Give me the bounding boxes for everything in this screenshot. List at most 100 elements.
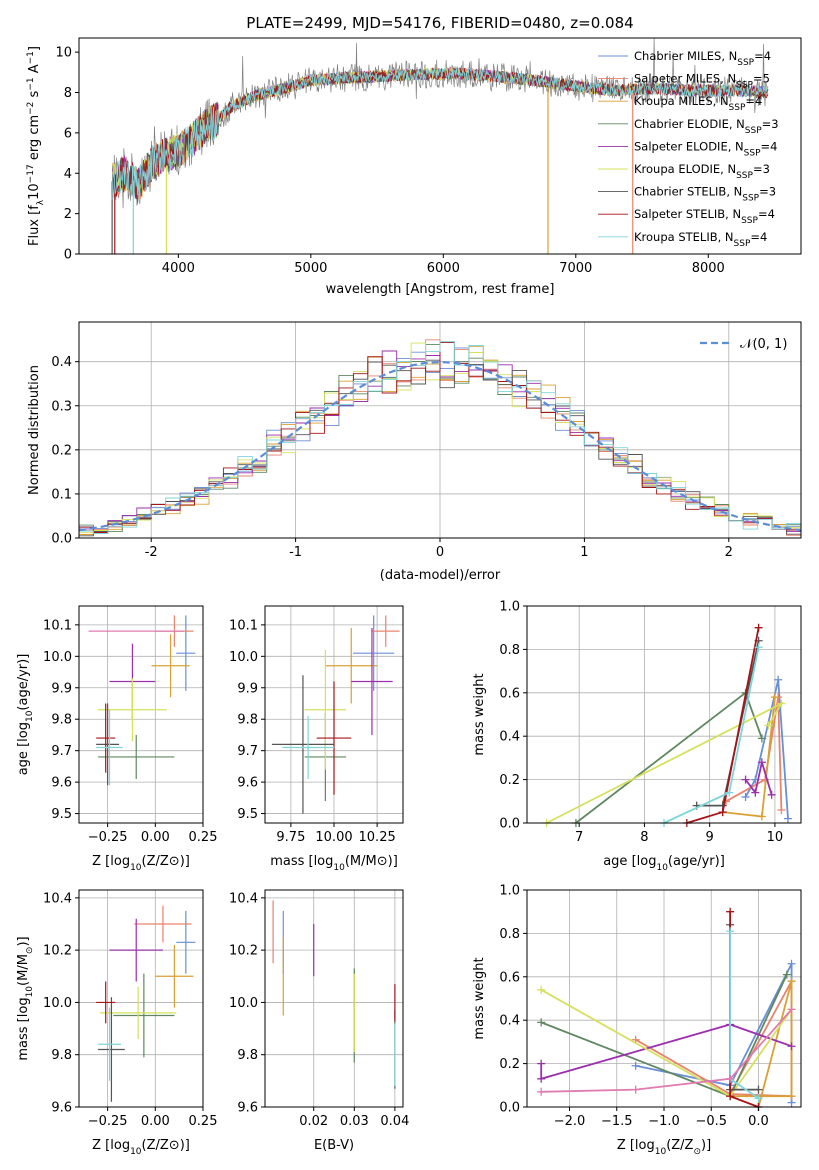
weight-point-marker: [741, 775, 750, 784]
legend-entry: Kroupa ELODIE, NSSP=3: [634, 162, 770, 181]
weight-vs-age-panel: 7 8 9 10 0.0 0.2 0.4 0.6 0.8 1.0 age [log10(age/yr…: [472, 600, 802, 873]
weight-series-line: [744, 761, 773, 796]
x-tick-label: 0.00: [141, 1114, 170, 1129]
weight-point-marker: [757, 758, 766, 767]
y-tick-label: 0.4: [499, 1014, 520, 1029]
legend-entry: Chabrier STELIB, NSSP=3: [634, 185, 776, 204]
y-tick-label: 6: [64, 126, 72, 141]
weight-point-marker: [726, 1074, 735, 1083]
x-tick-label: -1: [289, 545, 302, 560]
weight-point-marker: [787, 977, 796, 986]
y-tick-label: 9.6: [237, 1101, 258, 1116]
weight-point-marker: [757, 812, 766, 821]
x-tick-label: 0.0: [748, 1114, 769, 1129]
histogram-step: [79, 340, 801, 534]
y-tick-label: 0.1: [51, 487, 72, 502]
age-vs-mass-panel: 9.75 10.00 10.25 9.5 9.6 9.7 9.8 9.9 10.0 10.1 mas…: [229, 605, 404, 873]
normal-curve: [78, 360, 802, 532]
x-tick-label: −1.5: [601, 1114, 633, 1129]
weight-point-marker: [787, 1092, 796, 1101]
y-tick-label: 9.6: [51, 776, 72, 791]
x-tick-label: 1: [580, 545, 588, 560]
x-tick-label: −2.0: [554, 1114, 586, 1129]
legend-entry: Chabrier MILES, NSSP=4: [634, 49, 771, 68]
weight-point-marker: [726, 927, 735, 936]
weight-point-marker: [537, 1059, 546, 1068]
weight-point-marker: [774, 675, 783, 684]
x-tick-label: 6000: [427, 261, 460, 276]
x-tick-label: 7000: [559, 261, 592, 276]
y-tick-label: 10.1: [43, 618, 72, 633]
x-tick-label: 0.03: [340, 1114, 369, 1129]
weight-point-marker: [537, 1087, 546, 1096]
x-tick-label: −0.25: [88, 830, 128, 845]
weight-point-marker: [718, 808, 727, 817]
y-tick-label: 8: [64, 86, 72, 101]
figure-title: PLATE=2499, MJD=54176, FIBERID=0480, z=0…: [246, 14, 633, 32]
y-tick-label: 0.3: [51, 399, 72, 414]
y-tick-label: 2: [64, 207, 72, 222]
x-axis-label: Z [log10(Z/Z⊙)]: [92, 854, 190, 873]
weight-point-marker: [726, 1092, 735, 1101]
legend-entry: 𝒩(0, 1): [740, 337, 787, 352]
axes-frame: [526, 605, 802, 824]
y-tick-label: 0.6: [499, 686, 520, 701]
y-tick-label: 0.0: [499, 1101, 520, 1116]
axes-frame: [78, 37, 802, 255]
weight-point-marker: [537, 1018, 546, 1027]
x-tick-label: 8: [640, 830, 648, 845]
y-tick-label: 0.8: [499, 927, 520, 942]
legend-entry: Chabrier ELODIE, NSSP=3: [634, 117, 779, 136]
y-tick-label: 9.9: [51, 681, 72, 696]
weight-point-marker: [754, 643, 763, 652]
weight-point-marker: [741, 792, 750, 801]
x-tick-label: 0.00: [141, 830, 170, 845]
legend-entry: Salpeter ELODIE, NSSP=4: [634, 139, 777, 158]
y-tick-label: 0.8: [499, 643, 520, 658]
y-tick-label: 10.4: [43, 891, 72, 906]
x-tick-label: 0.02: [299, 1114, 328, 1129]
y-axis-label: Normed distribution: [27, 365, 42, 495]
legend-entry: Salpeter STELIB, NSSP=4: [634, 207, 775, 226]
y-axis-label: mass weight: [472, 957, 487, 1039]
y-tick-label: 0.2: [51, 443, 72, 458]
x-tick-label: 0.25: [189, 830, 218, 845]
weight-point-marker: [725, 788, 734, 797]
y-tick-label: 9.8: [237, 713, 258, 728]
y-tick-label: 1.0: [499, 884, 520, 899]
x-tick-label: 4000: [162, 261, 195, 276]
x-axis-label: age [log10(age/yr)]: [603, 854, 725, 873]
legend-entry: Kroupa STELIB, NSSP=4: [634, 230, 767, 249]
weight-point-marker: [783, 814, 792, 823]
age-vs-Z-panel: −0.25 0.00 0.25 9.5 9.6 9.7 9.8 9.9 10.0 10.1 Z [l…: [16, 605, 218, 873]
weight-point-marker: [770, 693, 779, 702]
y-tick-label: 0.4: [51, 355, 72, 370]
weight-series-line: [541, 1008, 793, 1093]
y-tick-label: 9.5: [51, 807, 72, 822]
x-tick-label: 7: [575, 830, 583, 845]
axes-frame: [78, 605, 204, 824]
y-tick-label: 9.7: [51, 744, 72, 759]
y-tick-label: 0: [64, 248, 72, 263]
weight-series-line: [546, 701, 784, 824]
x-tick-label: 2: [725, 545, 733, 560]
y-tick-label: 9.8: [51, 713, 72, 728]
y-axis-label: Flux [fλ10−17 erg cm−2 s−1 A−1]: [26, 46, 46, 246]
y-axis-label: mass weight: [472, 673, 487, 755]
y-tick-label: 0.4: [499, 730, 520, 745]
x-tick-label: -2: [145, 545, 158, 560]
y-tick-label: 9.7: [237, 744, 258, 759]
x-tick-label: 0.25: [189, 1114, 218, 1129]
weight-point-marker: [782, 970, 791, 979]
y-tick-label: 1.0: [499, 600, 520, 615]
x-tick-label: 10.00: [315, 830, 352, 845]
y-tick-label: 9.5: [237, 807, 258, 822]
x-tick-label: 9: [706, 830, 714, 845]
y-tick-label: 10.0: [43, 650, 72, 665]
y-tick-label: 10.1: [229, 618, 258, 633]
weight-point-marker: [757, 734, 766, 743]
weight-point-marker: [751, 788, 760, 797]
y-tick-label: 0.2: [499, 773, 520, 788]
residuals-panel: -2 -1 0 1 2 0.0 0.1 0.2 0.3 0.4 (data-model)/error…: [27, 321, 802, 583]
x-tick-label: 10.25: [359, 830, 396, 845]
